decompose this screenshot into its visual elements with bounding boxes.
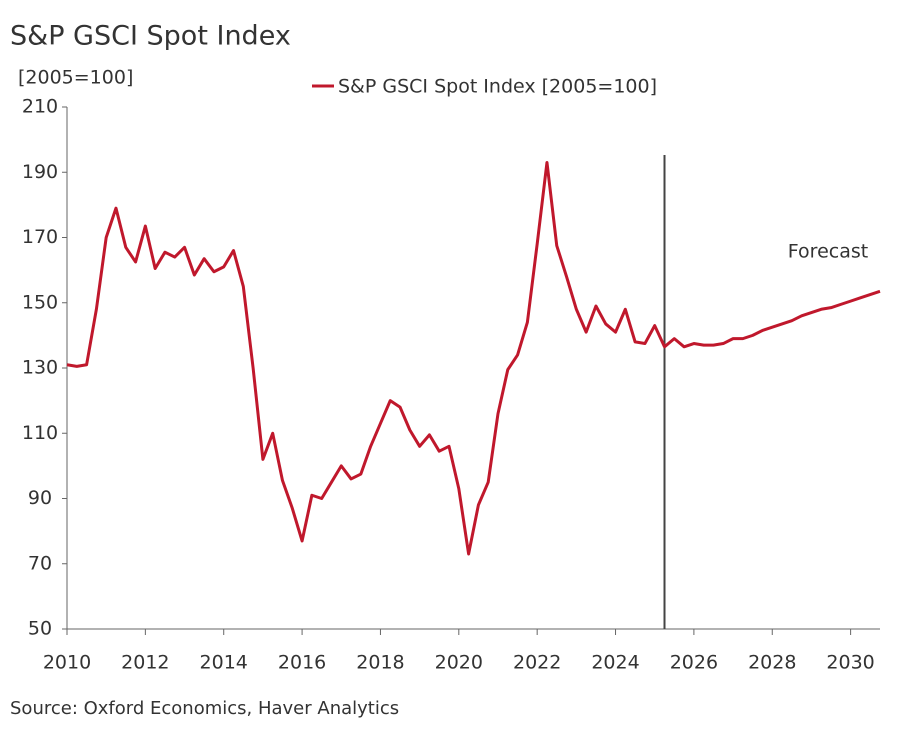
x-tick-label: 2024 xyxy=(591,652,639,674)
chart-title: S&P GSCI Spot Index xyxy=(10,21,291,52)
annotation: Forecast xyxy=(788,241,868,263)
data-line xyxy=(66,160,881,556)
source: Source: Oxford Economics, Haver Analytic… xyxy=(10,698,399,719)
y-tick-label: 90 xyxy=(28,487,52,509)
y-tick-label: 170 xyxy=(22,226,58,248)
y-tick-label: 150 xyxy=(22,291,58,313)
y-tick-label: 210 xyxy=(22,96,58,118)
y-tick-label: 130 xyxy=(22,357,58,379)
x-tick-label: 2012 xyxy=(121,652,169,674)
x-tick-label: 2018 xyxy=(356,652,404,674)
y-tick-label: 70 xyxy=(28,552,52,574)
y-tick-label: 50 xyxy=(28,618,52,640)
x-tick-label: 2030 xyxy=(826,652,874,674)
x-tick-label: 2028 xyxy=(748,652,796,674)
x-tick-label: 2020 xyxy=(435,652,483,674)
x-tick-label: 2016 xyxy=(278,652,326,674)
y-tick-label: 110 xyxy=(22,422,58,444)
legend-label: S&P GSCI Spot Index [2005=100] xyxy=(338,76,657,98)
x-tick-label: 2010 xyxy=(43,652,91,674)
x-tick-label: 2014 xyxy=(200,652,248,674)
y-axis-label: [2005=100] xyxy=(18,67,133,89)
x-tick-label: 2026 xyxy=(670,652,718,674)
x-tick-label: 2022 xyxy=(513,652,561,674)
y-tick-label: 190 xyxy=(22,161,58,183)
